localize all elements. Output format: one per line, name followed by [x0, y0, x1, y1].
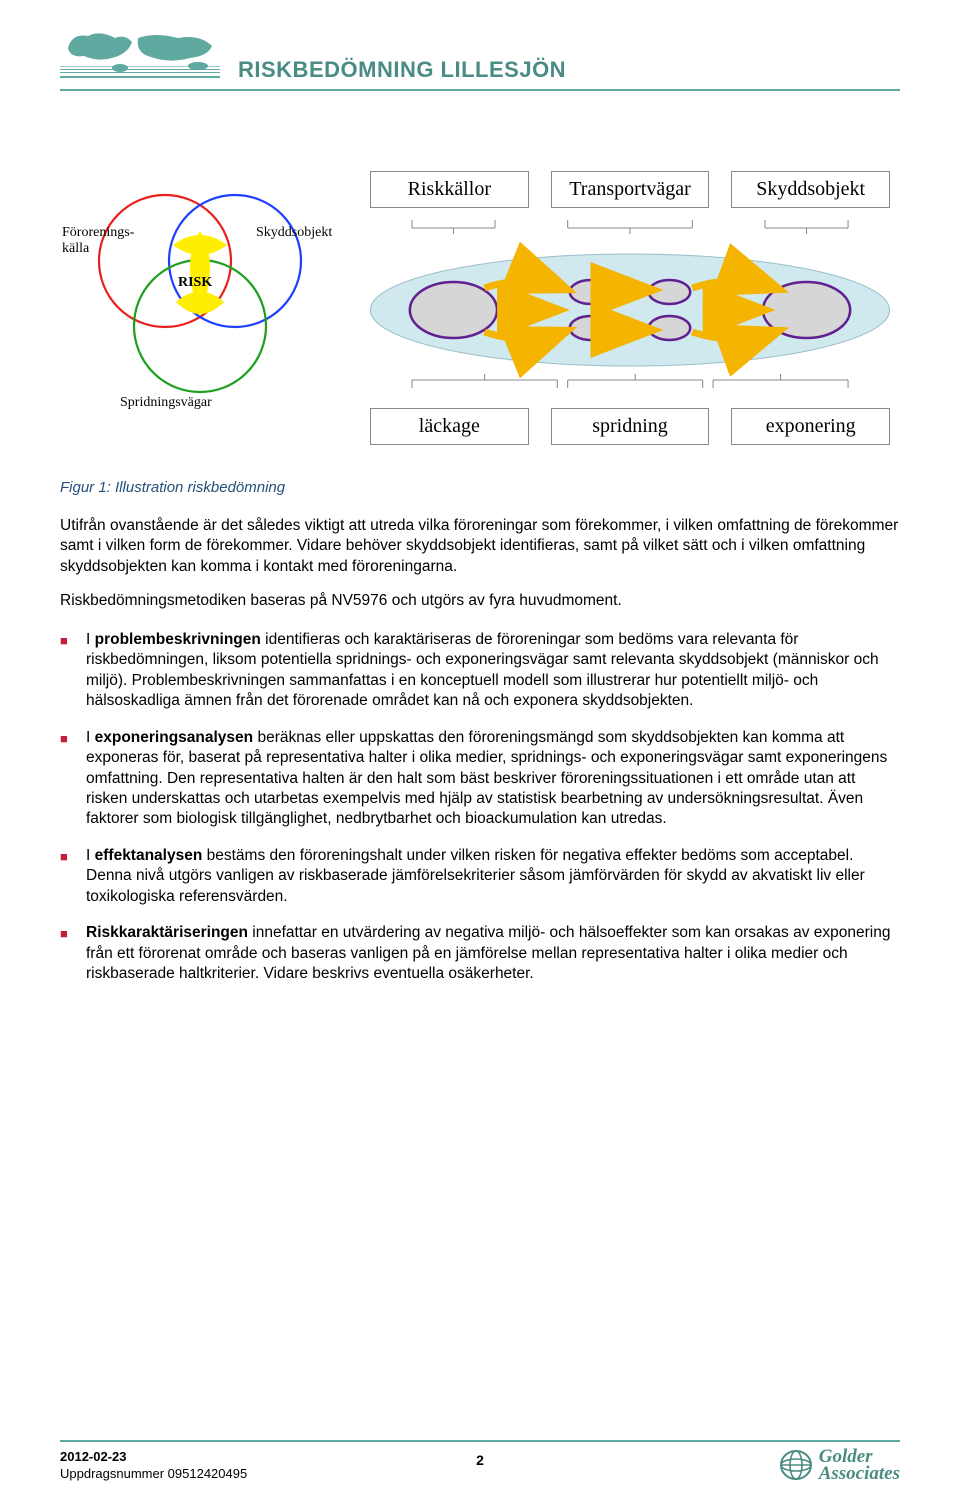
page-header: RISKBEDÖMNING LILLESJÖN: [60, 28, 900, 91]
bullet-lead: I: [86, 847, 95, 864]
bullet-lead: I: [86, 729, 95, 746]
venn-label-object: Skyddsobjekt: [256, 225, 332, 241]
footer-date: 2012-02-23: [60, 1448, 247, 1466]
paragraph-1: Utifrån ovanstående är det således vikti…: [60, 516, 900, 577]
bullet-rest: bestäms den föroreningshalt under vilken…: [86, 847, 865, 905]
footer-page-number: 2: [476, 1452, 484, 1468]
bullet-bold: problembeskrivningen: [95, 631, 261, 648]
footer-logo-text: Golder Associates: [819, 1448, 900, 1482]
bullet-2: I exponeringsanalysen beräknas eller upp…: [60, 728, 900, 830]
bullet-4: Riskkaraktäriseringen innefattar en utvä…: [60, 923, 900, 984]
figure-1: Förorenings- källa Skyddsobjekt RISK Spr…: [60, 171, 900, 445]
footer-left: 2012-02-23 Uppdragsnummer 09512420495: [60, 1448, 247, 1483]
flow-bottom-box-3: exponering: [731, 408, 890, 445]
flow-bottom-box-2: spridning: [551, 408, 710, 445]
bullet-list: I problembeskrivningen identifieras och …: [60, 630, 900, 985]
bullet-bold: exponeringsanalysen: [95, 729, 254, 746]
header-logo-map: [60, 28, 220, 83]
venn-label-paths: Spridningsvägar: [120, 395, 212, 411]
bullet-1: I problembeskrivningen identifieras och …: [60, 630, 900, 712]
venn-diagram: Förorenings- källa Skyddsobjekt RISK Spr…: [60, 171, 340, 431]
bullet-lead: I: [86, 631, 95, 648]
header-title: RISKBEDÖMNING LILLESJÖN: [238, 57, 566, 83]
figure-caption: Figur 1: Illustration riskbedömning: [60, 479, 900, 496]
flow-top-box-1: Riskkällor: [370, 171, 529, 208]
flow-bottom-box-1: läckage: [370, 408, 529, 445]
venn-label-source: Förorenings- källa: [62, 225, 134, 257]
bullet-bold: effektanalysen: [95, 847, 203, 864]
footer-logo: Golder Associates: [779, 1448, 900, 1482]
bullet-bold: Riskkaraktäriseringen: [86, 924, 248, 941]
footer-assignment: Uppdragsnummer 09512420495: [60, 1465, 247, 1483]
flow-diagram: Riskkällor Transportvägar Skyddsobjekt: [360, 171, 900, 445]
page-footer: 2012-02-23 Uppdragsnummer 09512420495 2 …: [60, 1440, 900, 1483]
flow-top-box-2: Transportvägar: [551, 171, 710, 208]
flow-top-box-3: Skyddsobjekt: [731, 171, 890, 208]
venn-label-risk: RISK: [178, 275, 212, 291]
globe-icon: [779, 1449, 813, 1481]
bullet-3: I effektanalysen bestäms den förorenings…: [60, 846, 900, 907]
paragraph-2: Riskbedömningsmetodiken baseras på NV597…: [60, 591, 900, 611]
